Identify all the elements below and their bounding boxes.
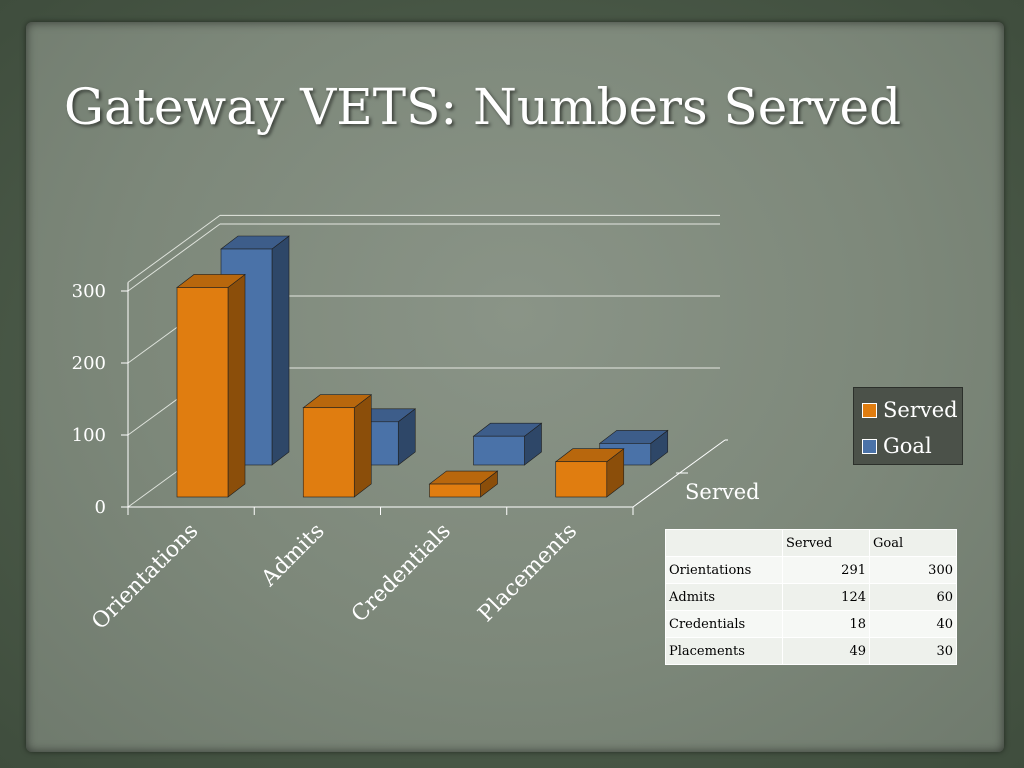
table-cell-value: 30 — [869, 637, 957, 665]
bar-front-face — [429, 483, 481, 498]
slide-title: Gateway VETS: Numbers Served — [64, 78, 902, 136]
legend-swatch-served — [862, 402, 877, 418]
depth-axis-label: Served — [685, 480, 760, 504]
x-tick-label: Credentials — [347, 519, 456, 628]
table-header-row: Served Goal — [665, 529, 957, 557]
table-cell-category: Placements — [665, 637, 783, 665]
table-cell-category: Orientations — [665, 556, 783, 584]
table-header-cell: Served — [782, 529, 870, 557]
legend-label-served: Served — [883, 398, 958, 422]
table-cell-value: 18 — [782, 610, 870, 638]
legend-swatch-goal — [862, 438, 877, 454]
side-gridline — [127, 223, 221, 292]
y-tick-label: 300 — [72, 281, 106, 302]
chart-legend: Served Goal — [853, 387, 963, 465]
table-row: Orientations 291 300 — [665, 556, 957, 584]
x-tick-label: Placements — [474, 519, 583, 628]
table-cell-value: 49 — [782, 637, 870, 665]
y-tick-label: 0 — [95, 497, 106, 518]
bar-side-face — [227, 273, 246, 498]
x-tick-label: Admits — [256, 519, 330, 593]
table-cell-value: 300 — [869, 556, 957, 584]
table-row: Placements 49 30 — [665, 637, 957, 665]
bar-side-face — [353, 394, 372, 498]
table-cell-value: 124 — [782, 583, 870, 611]
chart-bars — [176, 235, 669, 498]
legend-item-served: Served — [862, 392, 962, 428]
side-top-gridline — [127, 214, 221, 283]
bar-front-face — [473, 435, 525, 466]
table-header-cell: Goal — [869, 529, 957, 557]
table-cell-value: 60 — [869, 583, 957, 611]
table-row: Admits 124 60 — [665, 583, 957, 611]
table-cell-category: Credentials — [665, 610, 783, 638]
table-row: Credentials 18 40 — [665, 610, 957, 638]
bar-served-placements — [554, 448, 625, 498]
chart-axes — [121, 282, 728, 515]
bar-served-orientations — [176, 273, 246, 498]
legend-label-goal: Goal — [883, 434, 932, 458]
bar-goal-credentials — [472, 422, 543, 466]
y-tick-label: 200 — [72, 353, 106, 374]
legend-item-goal: Goal — [862, 428, 962, 464]
bar-front-face — [555, 461, 608, 498]
bar-served-admits — [302, 394, 373, 498]
y-tick-label: 100 — [72, 425, 106, 446]
bar-served-credentials — [428, 470, 499, 498]
bar-side-face — [271, 235, 290, 466]
x-tick-label: Orientations — [87, 519, 203, 635]
bar-front-face — [176, 287, 229, 498]
bar-front-face — [302, 407, 355, 498]
table-header-cell — [665, 529, 783, 557]
table-cell-value: 40 — [869, 610, 957, 638]
table-cell-category: Admits — [665, 583, 783, 611]
data-table: Served Goal Orientations 291 300 Admits … — [665, 529, 957, 665]
table-cell-value: 291 — [782, 556, 870, 584]
